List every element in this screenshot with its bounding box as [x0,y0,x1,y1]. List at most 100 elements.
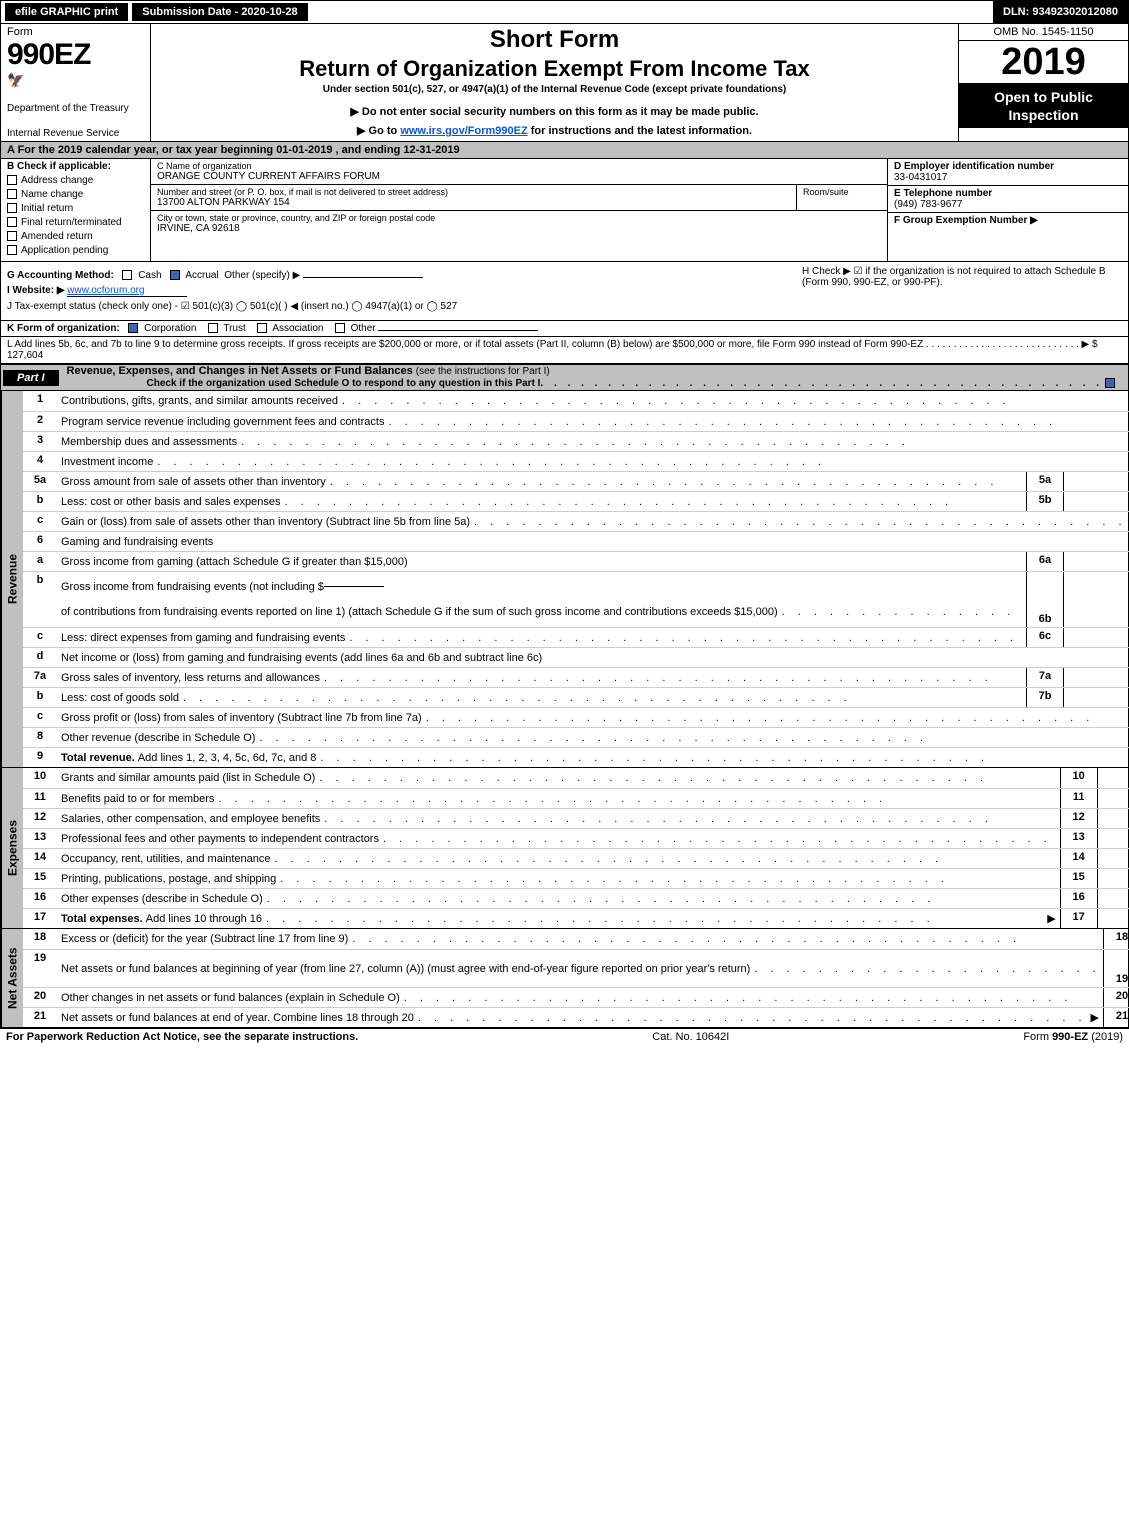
part-i-checkbox[interactable] [1102,378,1116,389]
cb-association[interactable] [257,323,267,333]
line-7b-subnum: 7b [1026,688,1064,707]
omb-number: OMB No. 1545-1150 [959,24,1128,41]
line-6a-num: a [23,552,57,571]
cb-address-change-label: Address change [21,175,93,186]
line-6b-blank[interactable] [324,586,384,587]
line-15-rval [1098,869,1129,888]
phone-cell: E Telephone number (949) 783-9677 [888,186,1128,213]
other-label: Other (specify) ▶ [224,270,300,281]
line-5b-subval: 0 [1064,492,1129,511]
other-specify-input[interactable] [303,277,423,278]
cb-amended-return[interactable]: Amended return [7,231,144,242]
row-l-text: L Add lines 5b, 6c, and 7b to line 9 to … [7,339,923,350]
line-13-rnum: 13 [1060,829,1098,848]
line-21-rnum: 21 [1103,1008,1129,1027]
header-right: OMB No. 1545-1150 2019 Open to Public In… [958,24,1128,141]
line-18: 18 Excess or (deficit) for the year (Sub… [23,929,1129,949]
treasury-seal-icon: 🦅 [7,72,144,89]
line-19: 19 Net assets or fund balances at beginn… [23,949,1129,987]
line-21: 21 Net assets or fund balances at end of… [23,1007,1129,1027]
arrow-icon: ▶ [1047,912,1055,925]
line-3: 3 Membership dues and assessments. . . .… [23,431,1129,451]
line-12: 12 Salaries, other compensation, and emp… [23,808,1129,828]
line-6c: c Less: direct expenses from gaming and … [23,627,1129,647]
line-2-desc: Program service revenue including govern… [57,412,1129,431]
efile-print-button[interactable]: efile GRAPHIC print [5,3,128,21]
ssn-warning: ▶ Do not enter social security numbers o… [157,105,952,118]
website-link[interactable]: www.ocforum.org [67,285,187,297]
part-i-header: Part I Revenue, Expenses, and Changes in… [1,364,1128,391]
goto-prefix: ▶ Go to [357,125,400,137]
line-9-desc: Total revenue. Add lines 1, 2, 3, 4, 5c,… [57,748,1129,767]
accrual-label: Accrual [185,270,218,281]
line-5a: 5a Gross amount from sale of assets othe… [23,471,1129,491]
form-container: efile GRAPHIC print Submission Date - 20… [0,0,1129,1029]
accounting-method-label: G Accounting Method: [7,270,114,281]
line-16-num: 16 [23,889,57,908]
line-19-rnum: 19 [1103,950,1129,987]
line-6a: a Gross income from gaming (attach Sched… [23,551,1129,571]
line-17-rnum: 17 [1060,909,1098,928]
footer-right-form: 990-EZ [1052,1031,1088,1043]
irs-link[interactable]: www.irs.gov/Form990EZ [400,125,527,137]
line-16-rnum: 16 [1060,889,1098,908]
cb-corporation[interactable] [128,323,138,333]
line-6d-num: d [23,648,57,667]
row-a-tax-year: A For the 2019 calendar year, or tax yea… [1,142,1128,159]
line-6b-subval: 0 [1064,572,1129,627]
line-8-num: 8 [23,728,57,747]
cb-initial-return-label: Initial return [21,203,73,214]
line-12-rnum: 12 [1060,809,1098,828]
line-10-num: 10 [23,768,57,788]
line-6a-subval [1064,552,1129,571]
header-center: Short Form Return of Organization Exempt… [151,24,958,141]
corp-label: Corporation [144,323,196,334]
open-inspection: Open to Public Inspection [959,84,1128,128]
group-exemption-cell: F Group Exemption Number ▶ [888,213,1128,228]
cb-other-org[interactable] [335,323,345,333]
line-6d-desc: Net income or (loss) from gaming and fun… [57,648,1129,667]
line-17-bold: Total expenses. [61,913,143,925]
cb-application-pending[interactable]: Application pending [7,245,144,256]
cb-final-return[interactable]: Final return/terminated [7,217,144,228]
part-i-check-text: Check if the organization used Schedule … [147,378,541,389]
cb-name-change[interactable]: Name change [7,189,144,200]
row-g: G Accounting Method: Cash Accrual Other … [7,266,802,316]
cb-accrual[interactable] [170,270,180,280]
line-6c-desc: Less: direct expenses from gaming and fu… [57,628,1026,647]
line-17-num: 17 [23,909,57,928]
line-6c-subnum: 6c [1026,628,1064,647]
line-6b-desc: Gross income from fundraising events (no… [57,572,1026,627]
netassets-sidelabel: Net Assets [1,929,23,1027]
part-i-check-dots: . . . . . . . . . . . . . . . . . . . . … [540,378,1102,389]
trust-label: Trust [223,323,245,334]
other-org-input[interactable] [378,330,538,331]
submission-date-button[interactable]: Submission Date - 2020-10-28 [132,3,307,21]
line-6b-desc1: Gross income from fundraising events (no… [61,581,324,593]
line-6a-desc: Gross income from gaming (attach Schedul… [57,552,1026,571]
cb-address-change[interactable]: Address change [7,175,144,186]
city-label: City or town, state or province, country… [157,213,881,223]
line-12-desc: Salaries, other compensation, and employ… [57,809,1060,828]
part-i-title: Revenue, Expenses, and Changes in Net As… [61,365,1128,390]
goto-note: ▶ Go to www.irs.gov/Form990EZ for instru… [157,124,952,137]
line-5a-desc: Gross amount from sale of assets other t… [57,472,1026,491]
line-13-num: 13 [23,829,57,848]
cb-initial-return[interactable]: Initial return [7,203,144,214]
row-k: K Form of organization: Corporation Trus… [1,321,1128,337]
city-value: IRVINE, CA 92618 [157,223,881,234]
col-b: B Check if applicable: Address change Na… [1,159,151,261]
line-6b-desc2: of contributions from fundraising events… [61,606,778,618]
line-7c-desc: Gross profit or (loss) from sales of inv… [57,708,1129,727]
cb-trust[interactable] [208,323,218,333]
line-6c-num: c [23,628,57,647]
line-6a-subnum: 6a [1026,552,1064,571]
line-5a-num: 5a [23,472,57,491]
line-6b: b Gross income from fundraising events (… [23,571,1129,627]
line-18-desc: Excess or (deficit) for the year (Subtra… [57,929,1103,949]
line-5c: c Gain or (loss) from sale of assets oth… [23,511,1129,531]
line-7a-num: 7a [23,668,57,687]
cb-cash[interactable] [122,270,132,280]
line-8-desc: Other revenue (describe in Schedule O). … [57,728,1129,747]
line-5a-subval [1064,472,1129,491]
